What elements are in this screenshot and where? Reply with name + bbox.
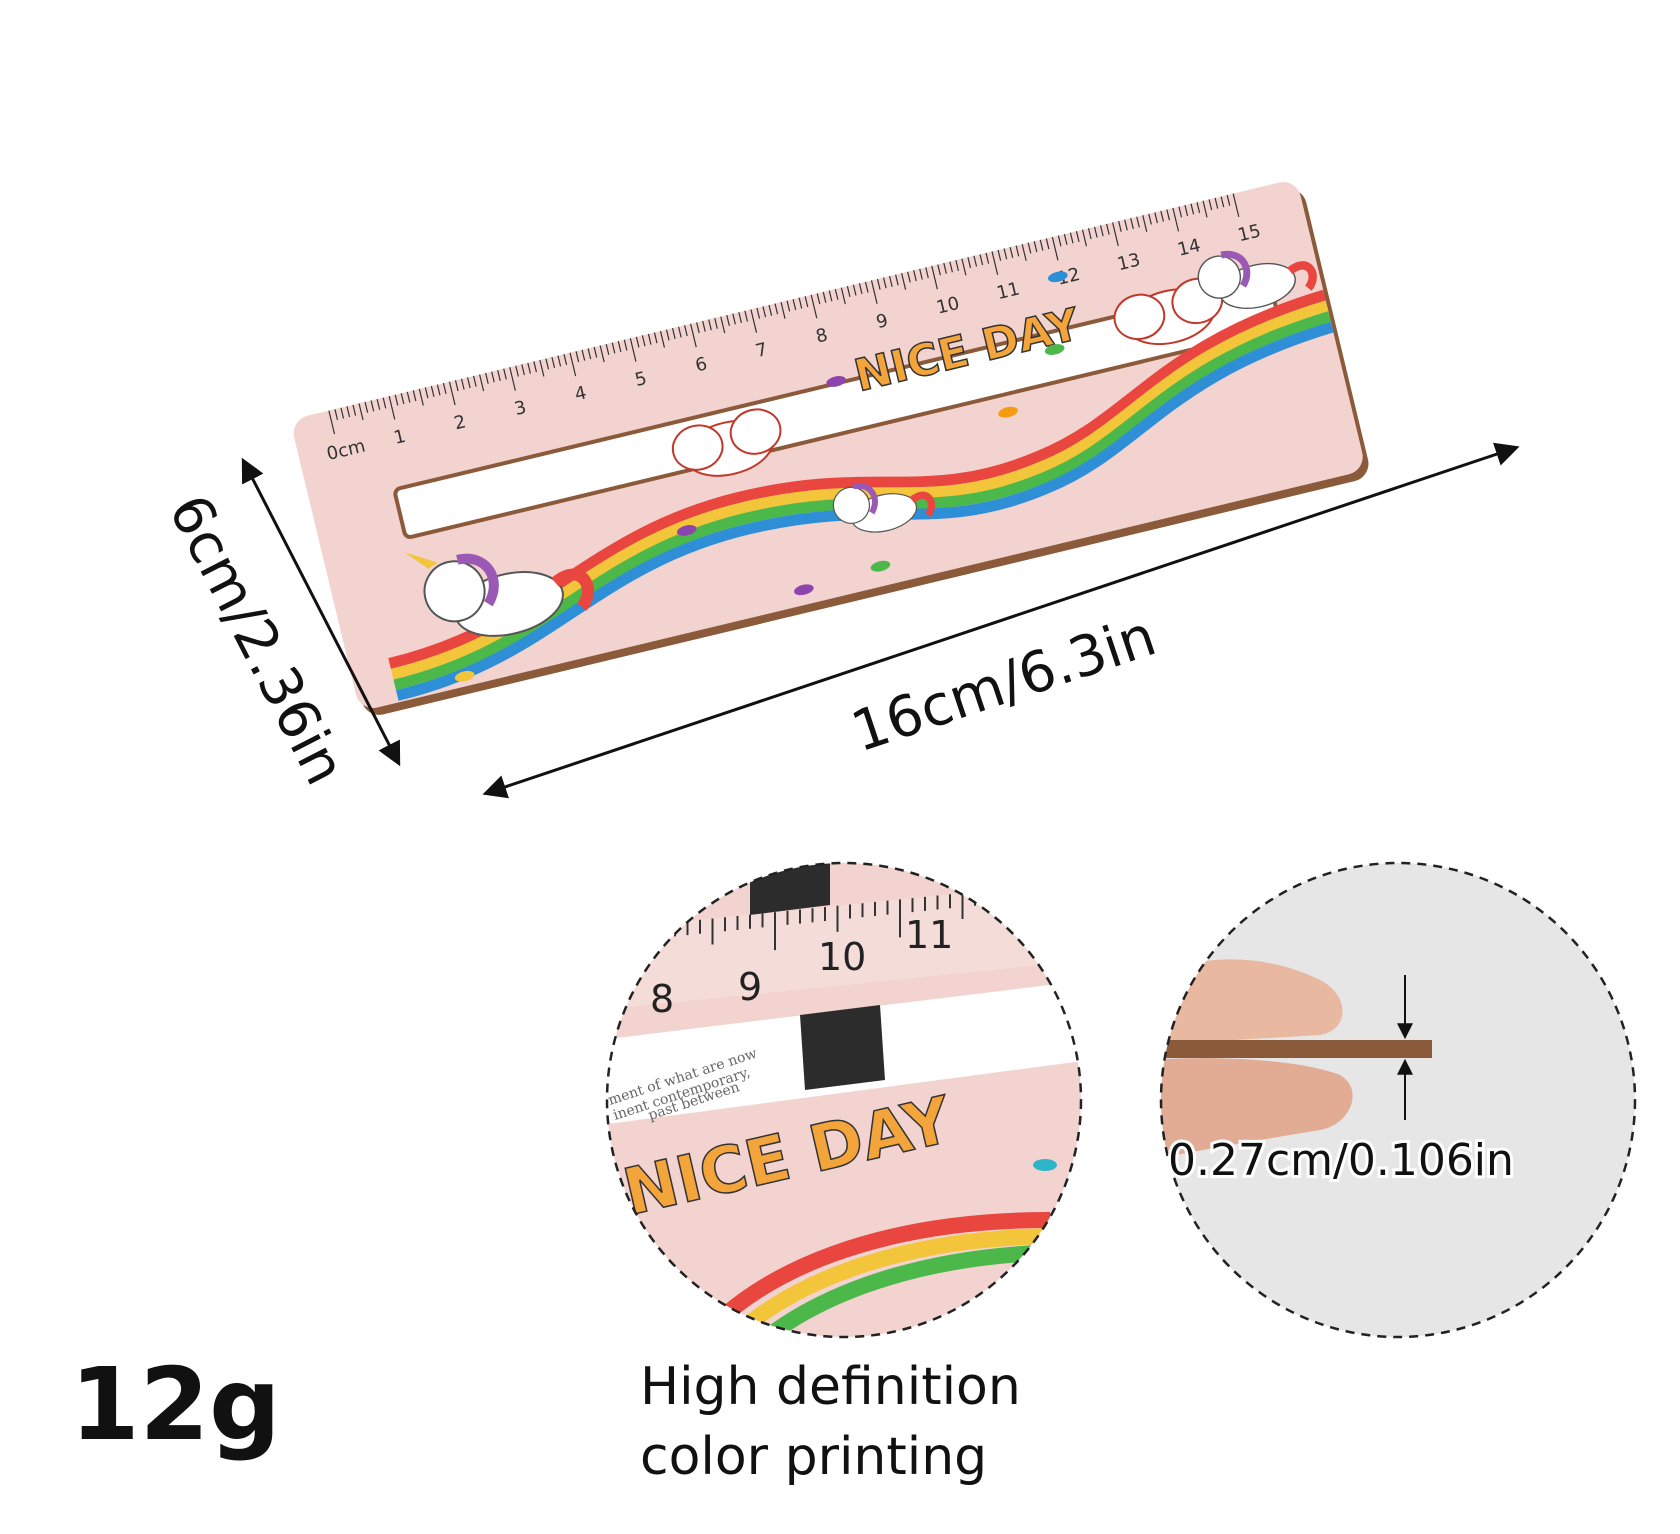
ruler-number: 7 [754,339,770,362]
zoom-ruler-11: 11 [905,913,953,957]
ruler-number: 8 [814,324,830,347]
ruler-number: 5 [633,368,649,391]
print-detail-zoom: 8 9 10 11 ment of what are now inent con… [605,861,1083,1339]
width-dimension-arrow [482,442,1520,799]
ruler-number: 14 [1176,235,1203,261]
print-caption: High definition color printing [640,1352,1100,1492]
unicorn-icon [1197,250,1317,309]
ruler-number: 15 [1236,220,1263,246]
thickness-circle-border [1159,861,1637,1339]
zoom-ruler-9: 9 [738,965,762,1009]
weight-label: 12g [70,1346,281,1463]
ruler-number: 11 [995,278,1022,304]
ruler-number: 4 [573,382,589,405]
width-label: 16cm/6.3in [844,604,1164,766]
ruler-ticks [328,193,1240,435]
ruler-number: 10 [934,293,961,319]
caption-line-1: High definition [640,1357,1021,1417]
caption-line-2: color printing [640,1427,988,1487]
finger-shape [1161,1058,1353,1160]
ruler-number: 3 [512,397,528,420]
ruler-number: 1 [392,426,408,449]
ruler-number: 9 [874,310,890,333]
ruler-face [293,182,1363,709]
thickness-label: 0.27cm/0.106in [1168,1135,1514,1186]
ruler-number: 2 [452,411,468,434]
zoom-circle-border [605,861,1083,1339]
thickness-detail: 0.27cm/0.106in [1159,861,1637,1339]
ruler-number: 6 [693,353,709,376]
zoom-ruler-10: 10 [818,935,866,979]
height-dimension-arrow [241,457,401,767]
ruler-number: 13 [1115,249,1142,275]
zoom-ruler-8: 8 [650,977,674,1021]
thumb-shape [1161,959,1343,1045]
wood-thickness [1161,1040,1432,1058]
